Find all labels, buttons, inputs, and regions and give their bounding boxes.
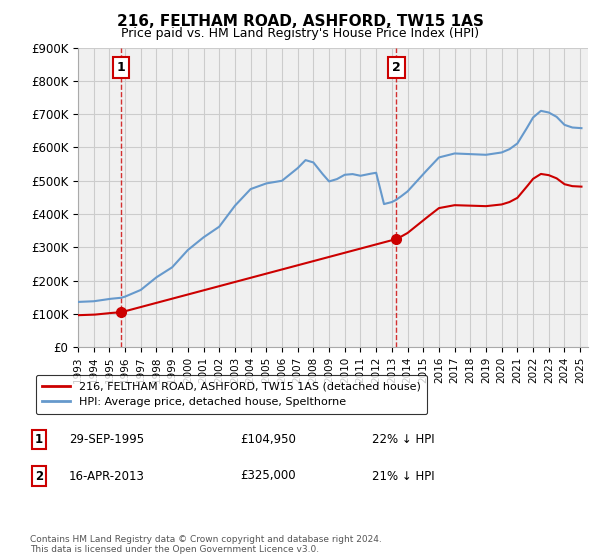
Text: 2: 2 (392, 61, 401, 74)
Text: 22% ↓ HPI: 22% ↓ HPI (372, 433, 434, 446)
Text: 216, FELTHAM ROAD, ASHFORD, TW15 1AS: 216, FELTHAM ROAD, ASHFORD, TW15 1AS (116, 14, 484, 29)
Legend: 216, FELTHAM ROAD, ASHFORD, TW15 1AS (detached house), HPI: Average price, detac: 216, FELTHAM ROAD, ASHFORD, TW15 1AS (de… (35, 375, 427, 414)
Text: Price paid vs. HM Land Registry's House Price Index (HPI): Price paid vs. HM Land Registry's House … (121, 27, 479, 40)
Text: 16-APR-2013: 16-APR-2013 (69, 469, 145, 483)
Text: 1: 1 (117, 61, 125, 74)
Text: 29-SEP-1995: 29-SEP-1995 (69, 433, 144, 446)
Text: Contains HM Land Registry data © Crown copyright and database right 2024.
This d: Contains HM Land Registry data © Crown c… (30, 535, 382, 554)
Text: 1: 1 (35, 433, 43, 446)
Text: £104,950: £104,950 (240, 433, 296, 446)
Text: 21% ↓ HPI: 21% ↓ HPI (372, 469, 434, 483)
Text: 2: 2 (35, 469, 43, 483)
Text: £325,000: £325,000 (240, 469, 296, 483)
